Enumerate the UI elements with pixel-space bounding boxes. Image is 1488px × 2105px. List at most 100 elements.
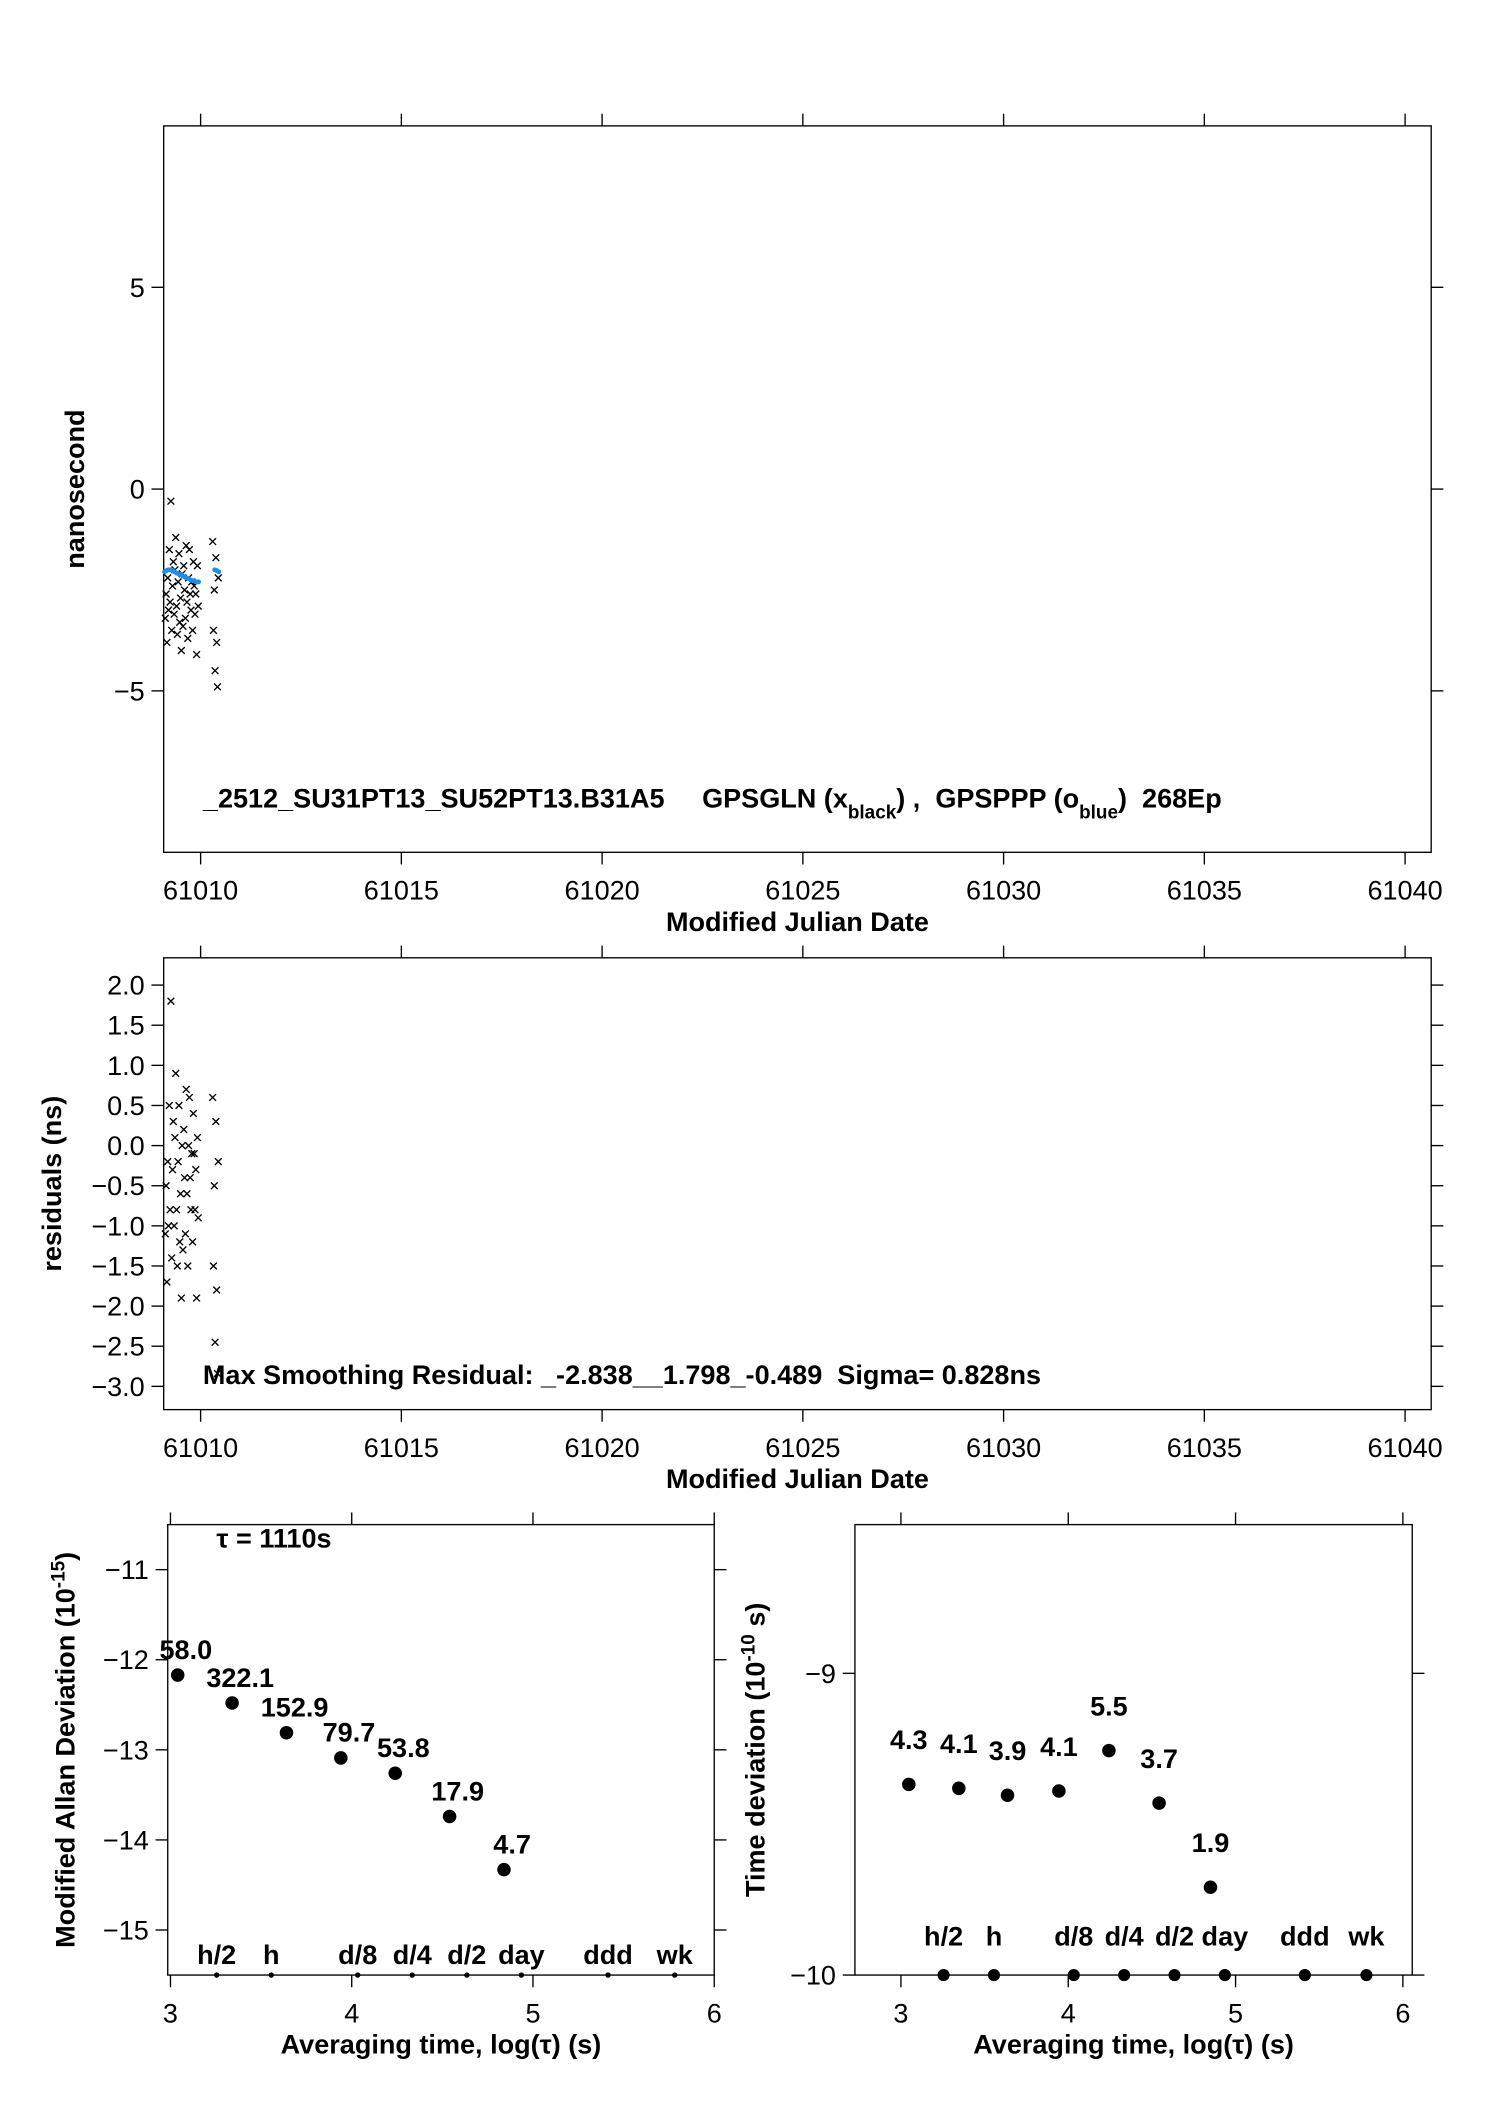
data-point: [161, 614, 170, 623]
data-point: [177, 1294, 186, 1302]
data-point: [165, 545, 174, 554]
x-tick-label: 61020: [564, 1433, 639, 1463]
data-point: [171, 533, 180, 542]
data-point: [208, 537, 217, 546]
data-point: [177, 646, 186, 655]
data-point: [193, 561, 202, 570]
point-label: 58.0: [159, 1635, 212, 1665]
data-point: [208, 1093, 217, 1102]
data-point: [179, 561, 188, 570]
data-point: [1152, 1796, 1166, 1810]
y-tick-label: 0: [130, 475, 145, 505]
x-tick-label: 61030: [966, 876, 1041, 906]
data-point: [163, 1278, 171, 1286]
period-label: wk: [656, 1940, 694, 1970]
data-point: [167, 997, 175, 1006]
y-tick-label: −5: [114, 676, 145, 706]
period-label: h: [263, 1940, 280, 1970]
period-marker: [1118, 1968, 1131, 1982]
x-tick-label: 61010: [163, 876, 238, 906]
data-point: [163, 574, 172, 582]
data-point: [191, 1205, 199, 1214]
period-label: h: [986, 1921, 1003, 1951]
data-point: [334, 1751, 348, 1765]
data-point: [189, 1109, 198, 1118]
data-point: [902, 1777, 916, 1792]
period-label: d/2: [447, 1940, 486, 1970]
point-label: 4.1: [1040, 1732, 1078, 1762]
y-tick-label: 1.5: [107, 1011, 145, 1041]
data-point: [1000, 1788, 1015, 1803]
data-point: [188, 1238, 197, 1246]
point-label: 322.1: [206, 1663, 274, 1693]
y-tick-label: −14: [103, 1825, 149, 1855]
data-point: [1102, 1743, 1116, 1758]
data-point: [186, 590, 195, 598]
data-point: [210, 586, 219, 594]
y-tick-label: 2.0: [107, 971, 145, 1001]
data-point: [213, 682, 222, 691]
data-point: [165, 1101, 174, 1110]
y-tick-label: 5: [130, 273, 145, 303]
text-part: Max Smoothing Residual: _-2.838__1.798_-…: [203, 1360, 1041, 1390]
data-point: [162, 590, 170, 598]
data-point: [175, 1238, 184, 1246]
data-point: [169, 557, 178, 566]
period-label: d/8: [1054, 1921, 1093, 1951]
y-tick-label: −1.0: [91, 1211, 144, 1241]
y-axis-title: residuals (ns): [37, 1096, 67, 1272]
x-tick-label: 61035: [1167, 1433, 1242, 1463]
data-point: [172, 602, 181, 610]
plot-frame: [854, 1523, 1413, 1976]
period-marker: [1168, 1968, 1181, 1982]
data-point: [185, 545, 194, 554]
data-point: [214, 574, 223, 582]
data-point: [184, 1141, 193, 1150]
period-label: d/4: [1105, 1921, 1144, 1951]
period-marker: [213, 1972, 220, 1978]
data-point: [180, 1173, 189, 1182]
y-tick-label: −10: [790, 1961, 836, 1991]
superscript: -10: [738, 1634, 759, 1661]
data-point: [191, 1165, 200, 1174]
x-tick-label: 61025: [765, 1433, 840, 1463]
point-label: 17.9: [431, 1776, 484, 1806]
data-point: [181, 614, 190, 623]
data-point: [186, 1173, 195, 1182]
data-point: [173, 630, 182, 639]
data-point: [182, 1085, 191, 1094]
data-point: [163, 638, 171, 647]
data-point: [164, 606, 173, 615]
data-point: [442, 1809, 457, 1824]
period-marker: [1360, 1968, 1373, 1982]
y-tick-label: −0.5: [91, 1171, 144, 1201]
data-point: [170, 1668, 185, 1682]
x-tick-label: 61020: [564, 876, 639, 906]
data-point: [166, 598, 174, 606]
y-tick-label: −11: [105, 1555, 149, 1585]
data-point: [174, 578, 182, 586]
period-label: day: [1202, 1921, 1249, 1951]
text-part: τ = 1110s: [216, 1524, 331, 1554]
data-point: [161, 1230, 170, 1238]
data-point: [188, 626, 197, 635]
data-point: [172, 1205, 181, 1214]
data-point: [1203, 1880, 1218, 1895]
period-marker: [409, 1972, 415, 1978]
data-point: [166, 1205, 174, 1214]
y-tick-label: −15: [103, 1915, 149, 1945]
y-axis-title: Time deviation (10-10 s): [738, 1603, 770, 1897]
data-point: [179, 622, 187, 631]
plot-frame: [163, 957, 1432, 1411]
y-axis-title: Modified Allan Deviation (10-15): [48, 1552, 81, 1948]
x-tick-label: 61040: [1367, 876, 1442, 906]
x-tick-label: 6: [707, 1998, 722, 2028]
data-point: [174, 1157, 182, 1166]
data-point: [212, 638, 221, 647]
x-tick-label: 61025: [765, 876, 840, 906]
text-part: Time deviation (10: [740, 1662, 770, 1898]
annotation: _2512_SU31PT13_SU52PT13.B31A5 GPSGLN (xb…: [202, 784, 1222, 823]
y-tick-label: −2.0: [91, 1292, 144, 1322]
x-axis-title: Modified Julian Date: [666, 907, 929, 937]
